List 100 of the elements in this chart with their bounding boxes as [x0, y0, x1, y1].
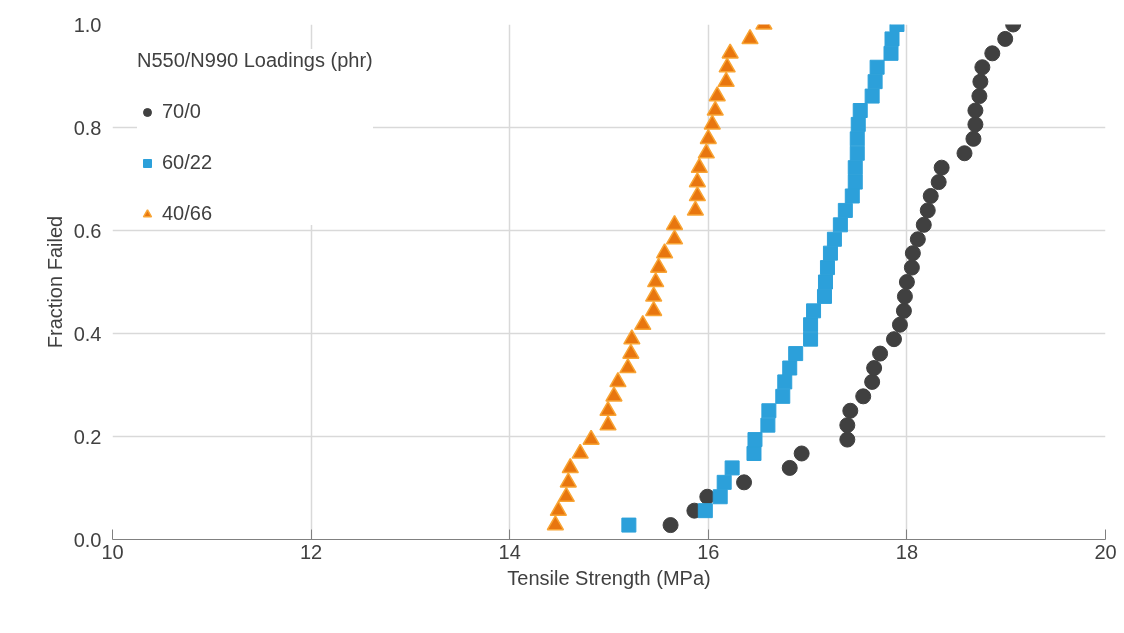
point [747, 432, 763, 448]
point [974, 59, 991, 76]
point [557, 486, 576, 503]
x-tick-label: 10 [101, 540, 124, 563]
point [623, 329, 641, 345]
point [803, 317, 819, 333]
point [967, 102, 984, 119]
point [915, 216, 932, 233]
point [741, 28, 759, 45]
point [599, 400, 617, 417]
point [559, 472, 578, 488]
point [867, 74, 883, 90]
point [817, 274, 833, 290]
point [605, 386, 623, 402]
legend-label: 70/0 [162, 100, 201, 123]
point [965, 130, 982, 147]
point [788, 346, 804, 362]
point [822, 245, 838, 261]
x-tick-label: 16 [697, 540, 720, 563]
point [703, 114, 722, 130]
point [971, 88, 988, 105]
point [717, 71, 735, 88]
point [997, 30, 1014, 47]
point [665, 214, 684, 231]
point [832, 217, 848, 233]
point [803, 331, 819, 347]
point [852, 103, 868, 118]
point [644, 300, 663, 317]
y-axis-title: Fraction Failed [43, 215, 66, 349]
point [837, 202, 853, 218]
point [736, 474, 753, 491]
point [708, 86, 726, 102]
point [724, 460, 740, 476]
point [697, 503, 713, 519]
point [718, 57, 736, 73]
point [712, 489, 728, 505]
legend-title: N550/N990 Loadings (phr) [137, 49, 373, 72]
point [793, 445, 810, 462]
point [904, 245, 921, 262]
y-tick-label: 1.0 [73, 13, 102, 36]
x-tick-label: 14 [498, 540, 521, 563]
point [688, 186, 707, 202]
point [839, 431, 856, 448]
point [706, 100, 724, 116]
point [571, 443, 589, 459]
point [688, 172, 707, 188]
y-tick-label: 0.6 [73, 219, 102, 242]
point [984, 45, 1001, 62]
point [866, 360, 883, 376]
point [644, 286, 663, 302]
point [782, 360, 798, 376]
point [850, 116, 866, 132]
point [619, 358, 637, 374]
point [891, 316, 908, 333]
point [761, 403, 777, 419]
point [816, 288, 832, 304]
legend-label: 60/22 [162, 151, 213, 174]
point [933, 159, 950, 176]
point [903, 259, 920, 276]
point [855, 388, 872, 405]
x-tick-label: 20 [1094, 540, 1117, 563]
point [885, 331, 902, 348]
y-tick-label: 0.0 [73, 528, 102, 551]
y-tick-label: 0.8 [73, 116, 102, 139]
point [826, 231, 842, 247]
point [967, 116, 984, 133]
point [849, 131, 865, 147]
point [649, 257, 668, 273]
y-tick-label: 0.4 [73, 322, 102, 345]
x-tick-label: 12 [299, 540, 323, 563]
point [546, 515, 565, 531]
point [806, 303, 822, 319]
point [746, 445, 762, 461]
point [662, 517, 679, 534]
point [844, 188, 860, 204]
point [549, 500, 568, 517]
point [655, 243, 674, 259]
point [760, 417, 776, 433]
point [849, 145, 865, 161]
point [847, 174, 863, 190]
point [896, 288, 913, 305]
point [697, 143, 716, 159]
point [930, 174, 947, 191]
point [690, 157, 709, 174]
point [895, 302, 912, 319]
point [781, 459, 798, 476]
point [972, 73, 989, 90]
x-tick-label: 18 [895, 540, 919, 563]
point [609, 371, 627, 388]
point [621, 517, 637, 533]
point [716, 474, 732, 490]
point [819, 260, 835, 276]
legend-label: 40/66 [162, 202, 213, 225]
point [839, 417, 856, 434]
point [919, 202, 936, 219]
point [561, 457, 580, 474]
point [847, 160, 863, 176]
point [665, 229, 684, 245]
point [686, 200, 705, 216]
point [956, 145, 973, 162]
